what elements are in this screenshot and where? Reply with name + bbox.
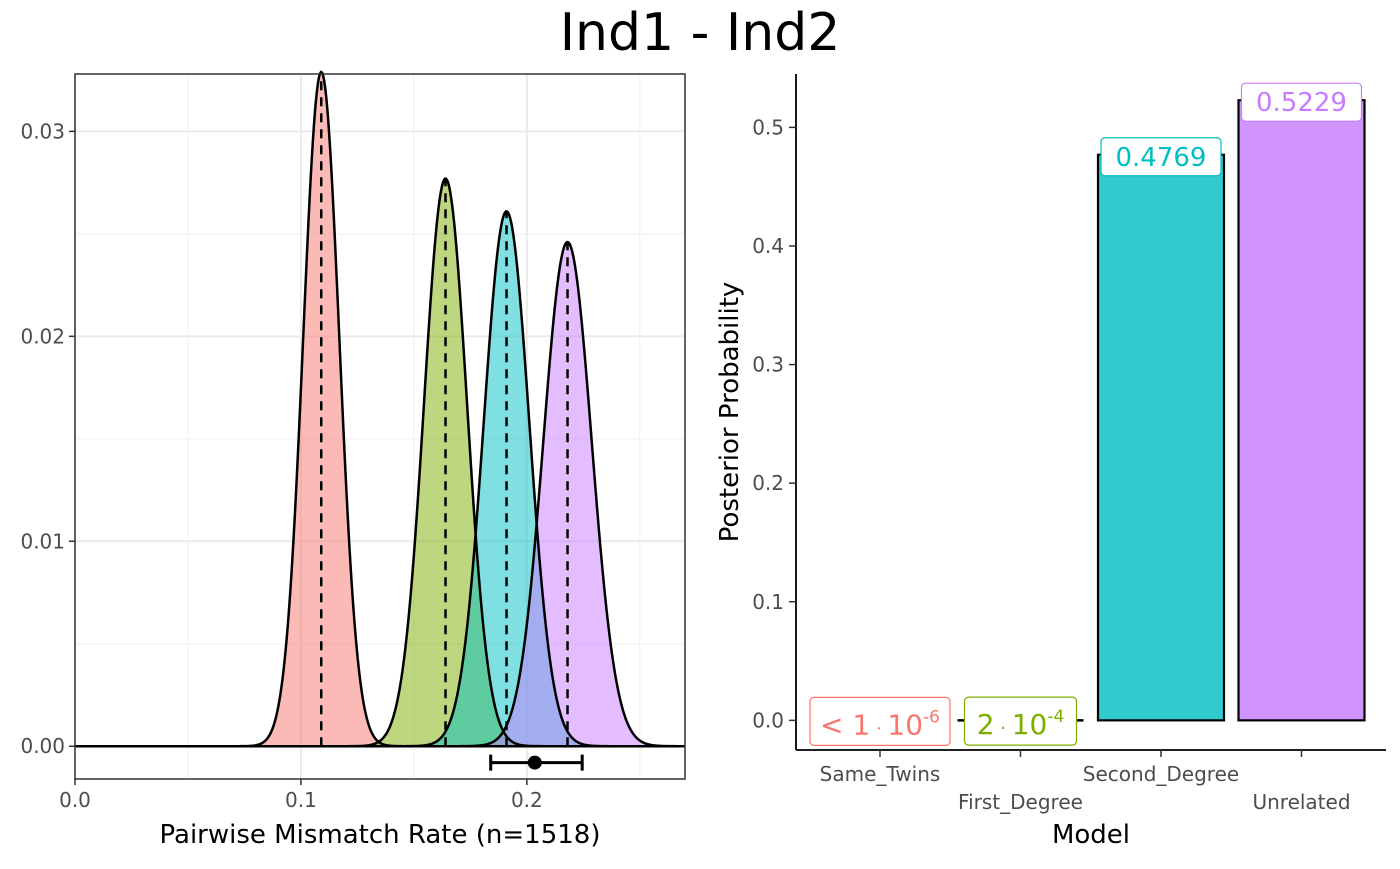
density-mean-lines <box>320 71 569 747</box>
value-label-text: 0.5229 <box>1256 88 1347 118</box>
density-area-3 <box>75 242 685 747</box>
y-tick-label: 0.02 <box>20 324 65 348</box>
density-lines <box>75 70 686 748</box>
left-x-axis-title: Pairwise Mismatch Rate (n=1518) <box>160 820 601 850</box>
label-mantissa: 10 <box>887 708 923 741</box>
label-base: 2 <box>977 708 995 741</box>
label-op: · <box>870 718 887 739</box>
density-curve-3 <box>75 240 686 748</box>
label-op: · <box>995 718 1012 739</box>
value-label-box <box>1240 82 1363 122</box>
label-lead: < <box>820 708 852 741</box>
y-tick-label: 0.0 <box>752 708 784 732</box>
y-tick-label: 0.03 <box>20 119 65 143</box>
value-label-text: 0.4769 <box>1116 143 1207 173</box>
label-exponent: -4 <box>1047 707 1064 727</box>
bar-Second_Degree <box>1096 153 1226 722</box>
x-tick-label: 0.1 <box>285 788 317 812</box>
posterior-bars <box>817 99 1366 722</box>
value-label-box <box>963 696 1078 746</box>
label-exponent: -6 <box>923 707 940 727</box>
right-y-axis-title: Posterior Probability <box>715 282 745 543</box>
y-tick-label: 0.5 <box>752 115 784 139</box>
left-panel: 0.0 0.1 0.2 0.00 0.01 0.02 0.03 Pairwise Misma… <box>20 70 686 850</box>
right-axis-ticks: 0.0 0.1 0.2 0.3 0.4 0.5 Same_Twins First_Degree… <box>752 115 1350 814</box>
value-label-Unrelated: 0.5229 <box>1240 82 1363 122</box>
label-mantissa: 10 <box>1012 708 1048 741</box>
x-tick-label-Second_Degree: Second_Degree <box>1083 762 1239 786</box>
x-tick-label: 0.2 <box>511 788 543 812</box>
x-tick-label-Same_Twins: Same_Twins <box>820 762 941 786</box>
y-tick-label: 0.2 <box>752 471 784 495</box>
y-tick-label: 0.01 <box>20 529 65 553</box>
bar-Unrelated <box>1237 99 1366 722</box>
y-tick-label: 0.00 <box>20 734 65 758</box>
density-curves <box>75 70 686 748</box>
y-tick-label: 0.3 <box>752 353 784 377</box>
y-tick-label: 0.1 <box>752 590 784 614</box>
observed-point <box>527 755 542 770</box>
value-label-box <box>809 696 951 746</box>
value-label-text: < 1 · 10-6 <box>820 707 940 741</box>
left-panel-border <box>74 73 686 780</box>
label-base: 1 <box>852 708 870 741</box>
x-tick-label: 0.0 <box>59 788 91 812</box>
value-label-box <box>1100 137 1222 177</box>
observed-errorbar <box>489 754 584 771</box>
value-label-First_Degree: 2 · 10-4 <box>963 696 1078 746</box>
right-x-axis-title: Model <box>1052 820 1130 850</box>
left-axis-ticks: 0.0 0.1 0.2 0.00 0.01 0.02 0.03 <box>20 119 542 812</box>
value-label-Same_Twins: < 1 · 10-6 <box>809 696 951 746</box>
y-tick-label: 0.4 <box>752 234 784 258</box>
figure-title: Ind1 - Ind2 <box>560 3 841 63</box>
x-tick-label-Unrelated: Unrelated <box>1252 790 1350 814</box>
value-label-Second_Degree: 0.4769 <box>1100 137 1222 177</box>
density-fills <box>75 72 685 747</box>
x-tick-label-First_Degree: First_Degree <box>958 790 1083 814</box>
value-label-text: 2 · 10-4 <box>977 707 1065 741</box>
